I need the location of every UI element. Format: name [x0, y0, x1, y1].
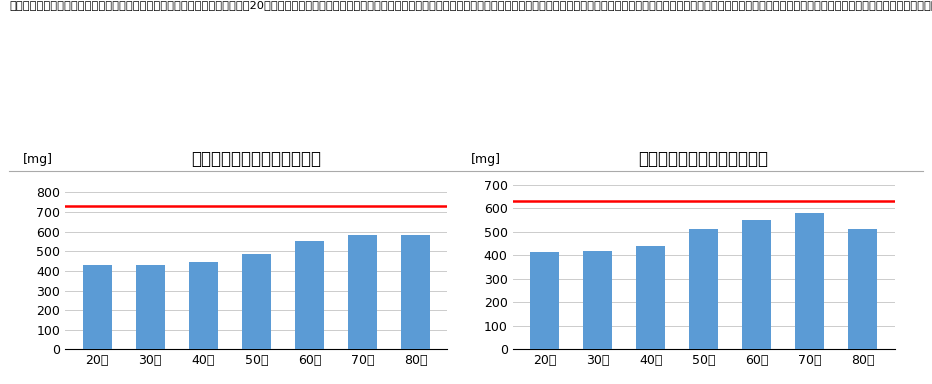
- Bar: [742, 220, 772, 349]
- Title: カルシウム摂取状況（女性）: カルシウム摂取状況（女性）: [638, 151, 769, 169]
- Bar: [136, 265, 165, 349]
- Legend: 平均値, 推奨量: 平均値, 推奨量: [641, 380, 766, 384]
- Bar: [83, 265, 112, 349]
- Bar: [348, 235, 377, 349]
- Text: [mg]: [mg]: [23, 153, 53, 166]
- Text: 骨の健康のためにしっかり摂りたいカルシウムですが、国民健康栄養調査では20歳以上のどの世代も摂取量が不足していることが分かっています。特に、年齢とともに食事の量: 骨の健康のためにしっかり摂りたいカルシウムですが、国民健康栄養調査では20歳以上…: [9, 0, 932, 10]
- Bar: [583, 250, 612, 349]
- Legend: 平均値, 推奨量: 平均値, 推奨量: [194, 380, 319, 384]
- Bar: [689, 229, 719, 349]
- Title: カルシウム摂取状況（男性）: カルシウム摂取状況（男性）: [191, 151, 322, 169]
- Text: [mg]: [mg]: [471, 153, 500, 166]
- Bar: [241, 254, 271, 349]
- Bar: [530, 252, 559, 349]
- Bar: [636, 246, 665, 349]
- Bar: [295, 240, 324, 349]
- Bar: [795, 213, 824, 349]
- Bar: [848, 228, 877, 349]
- Bar: [401, 235, 430, 349]
- Bar: [188, 262, 218, 349]
